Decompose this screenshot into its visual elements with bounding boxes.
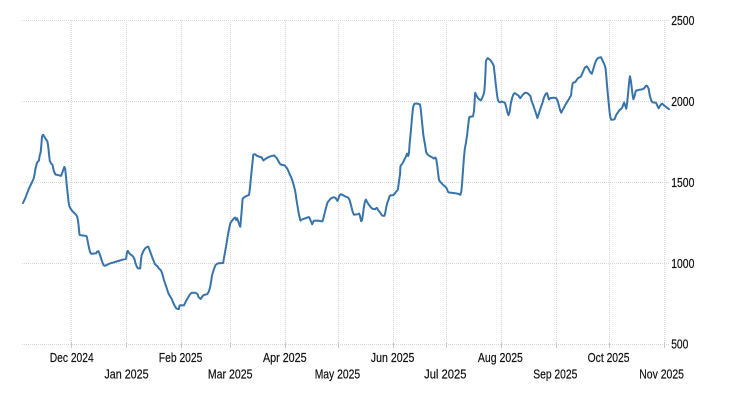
svg-text:Nov 2025: Nov 2025 <box>639 366 684 381</box>
svg-text:Apr 2025: Apr 2025 <box>263 350 307 365</box>
svg-text:May 2025: May 2025 <box>315 366 360 381</box>
svg-text:Mar 2025: Mar 2025 <box>208 366 253 381</box>
svg-text:Jan 2025: Jan 2025 <box>104 366 148 381</box>
svg-text:2500: 2500 <box>671 13 694 28</box>
svg-text:Jul 2025: Jul 2025 <box>424 366 466 381</box>
svg-text:Dec 2024: Dec 2024 <box>50 350 94 365</box>
svg-text:500: 500 <box>671 337 688 352</box>
svg-text:Sep 2025: Sep 2025 <box>533 366 577 381</box>
svg-text:Aug 2025: Aug 2025 <box>478 350 523 365</box>
svg-text:2000: 2000 <box>671 94 694 109</box>
svg-text:Feb 2025: Feb 2025 <box>159 350 203 365</box>
svg-text:1000: 1000 <box>671 256 694 271</box>
svg-text:Jun 2025: Jun 2025 <box>371 350 415 365</box>
svg-text:1500: 1500 <box>671 175 694 190</box>
svg-text:Oct 2025: Oct 2025 <box>588 350 630 365</box>
